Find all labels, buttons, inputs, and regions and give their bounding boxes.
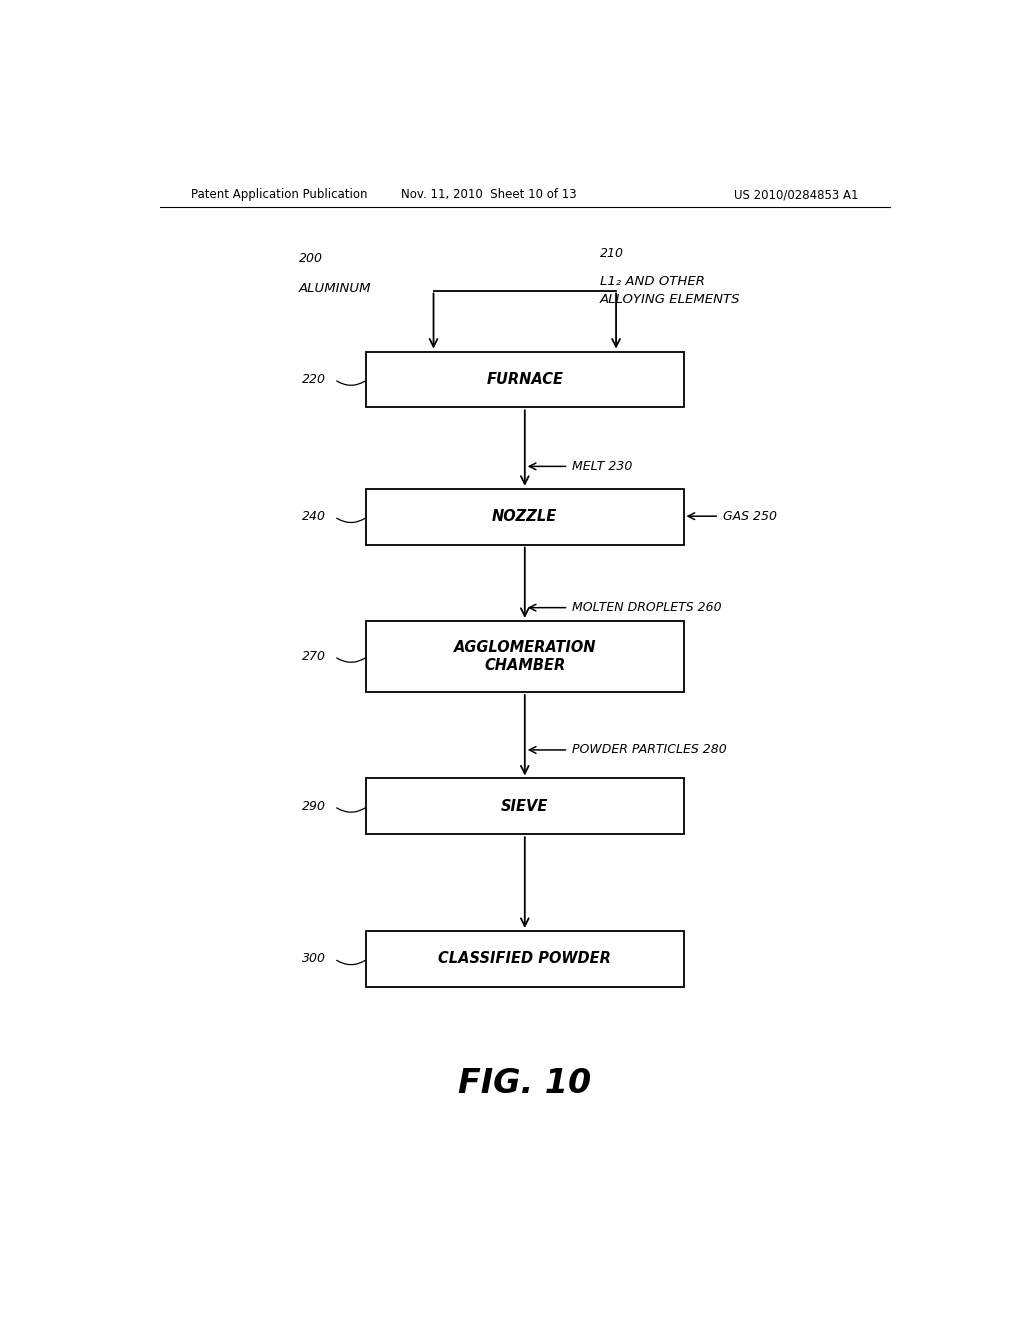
Text: 220: 220	[302, 374, 327, 385]
Text: Nov. 11, 2010  Sheet 10 of 13: Nov. 11, 2010 Sheet 10 of 13	[401, 189, 577, 202]
Text: NOZZLE: NOZZLE	[493, 510, 557, 524]
Text: FIG. 10: FIG. 10	[458, 1067, 592, 1100]
Text: ALLOYING ELEMENTS: ALLOYING ELEMENTS	[600, 293, 740, 305]
FancyBboxPatch shape	[367, 931, 684, 987]
Text: MOLTEN DROPLETS 260: MOLTEN DROPLETS 260	[572, 601, 722, 614]
Text: 300: 300	[302, 952, 327, 965]
Text: Patent Application Publication: Patent Application Publication	[191, 189, 368, 202]
FancyBboxPatch shape	[367, 351, 684, 408]
Text: US 2010/0284853 A1: US 2010/0284853 A1	[733, 189, 858, 202]
FancyBboxPatch shape	[367, 488, 684, 545]
FancyBboxPatch shape	[367, 620, 684, 692]
Text: L1₂ AND OTHER: L1₂ AND OTHER	[600, 276, 706, 288]
FancyBboxPatch shape	[367, 779, 684, 834]
Text: 290: 290	[302, 800, 327, 813]
Text: FURNACE: FURNACE	[486, 372, 563, 387]
Text: GAS 250: GAS 250	[723, 510, 777, 523]
Text: AGGLOMERATION
CHAMBER: AGGLOMERATION CHAMBER	[454, 640, 596, 673]
Text: ALUMINUM: ALUMINUM	[299, 282, 371, 296]
Text: 270: 270	[302, 649, 327, 663]
Text: SIEVE: SIEVE	[501, 799, 549, 814]
Text: 200: 200	[299, 252, 323, 265]
Text: MELT 230: MELT 230	[572, 459, 633, 473]
Text: POWDER PARTICLES 280: POWDER PARTICLES 280	[572, 743, 727, 756]
Text: CLASSIFIED POWDER: CLASSIFIED POWDER	[438, 952, 611, 966]
Text: 240: 240	[302, 511, 327, 523]
Text: 210: 210	[600, 247, 625, 260]
